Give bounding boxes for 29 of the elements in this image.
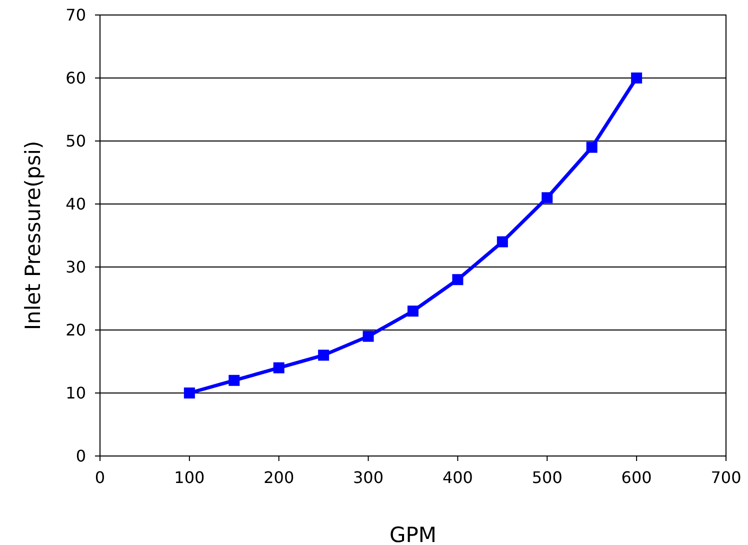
- x-tick-label: 700: [710, 468, 742, 487]
- x-tick-label: 300: [353, 468, 384, 487]
- point: [631, 72, 642, 84]
- point: [184, 388, 195, 398]
- y-tick-label: 30: [66, 258, 86, 277]
- x-tick-label: 400: [442, 468, 473, 487]
- x-axis-title: GPM: [389, 523, 437, 545]
- point: [452, 274, 464, 286]
- y-tick-label: 10: [66, 384, 86, 403]
- y-tick-label: 40: [66, 194, 86, 214]
- point: [318, 350, 330, 361]
- y-tick-label: 20: [66, 320, 86, 340]
- point: [496, 236, 508, 248]
- y-tick-label: 50: [66, 132, 86, 151]
- point: [408, 306, 418, 317]
- y-tick-label: 70: [66, 6, 86, 25]
- x-tick-label: 0: [94, 468, 106, 487]
- x-tick-label: 200: [264, 468, 294, 487]
- point: [228, 374, 240, 386]
- y-tick-label: 60: [66, 68, 86, 88]
- point: [273, 362, 284, 374]
- point: [586, 142, 598, 153]
- point: [542, 192, 553, 204]
- point: [362, 330, 374, 342]
- x-tick-label: 100: [174, 468, 205, 487]
- y-tick-label: 0: [76, 446, 86, 466]
- y-axis-title: Inlet Pressure(psi): [21, 140, 45, 330]
- x-tick-label: 500: [532, 468, 562, 487]
- x-tick-label: 600: [621, 468, 652, 487]
